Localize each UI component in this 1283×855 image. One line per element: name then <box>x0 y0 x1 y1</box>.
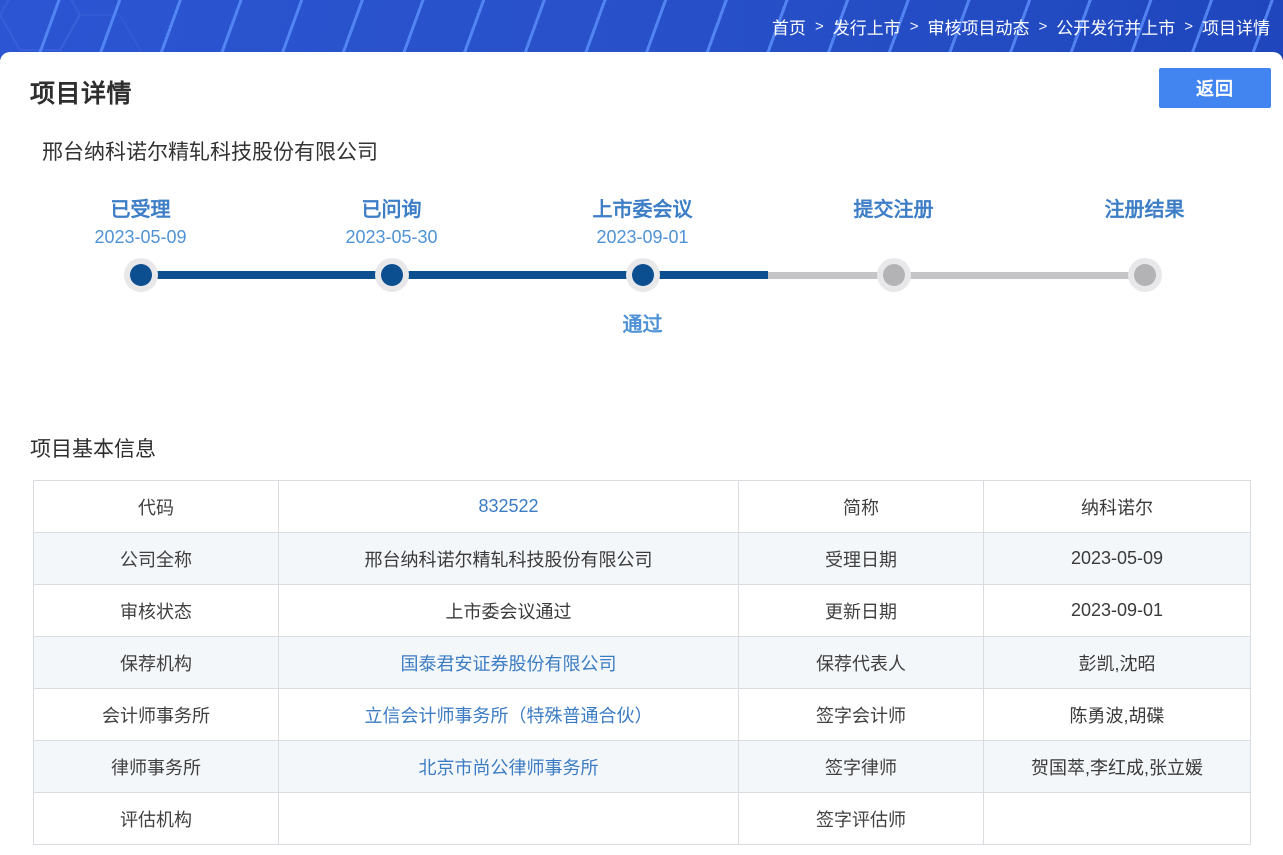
step-node <box>1019 258 1270 292</box>
timeline-segment <box>1145 271 1271 279</box>
timeline-segment <box>266 271 392 279</box>
back-button[interactable]: 返回 <box>1159 68 1271 108</box>
field-label: 保荐机构 <box>33 636 279 689</box>
field-label: 签字律师 <box>738 740 984 793</box>
timeline-step-registration-result: 注册结果 <box>1019 196 1270 337</box>
table-row: 审核状态 上市委会议通过 更新日期 2023-09-01 <box>33 584 1251 637</box>
field-value <box>278 792 739 845</box>
section-title-basic-info: 项目基本信息 <box>30 438 156 461</box>
field-value: 邢台纳科诺尔精轧科技股份有限公司 <box>278 532 739 585</box>
breadcrumb-separator: > <box>909 17 919 35</box>
top-banner: 首页 > 发行上市 > 审核项目动态 > 公开发行并上市 > 项目详情 <box>0 0 1283 60</box>
code-link[interactable]: 832522 <box>478 496 539 516</box>
field-label: 代码 <box>33 480 279 533</box>
accounting-firm-link[interactable]: 立信会计师事务所（特殊普通合伙） <box>364 705 653 726</box>
timeline-segment <box>517 271 643 279</box>
step-note <box>1019 308 1270 336</box>
step-node <box>15 258 266 292</box>
field-value: 纳科诺尔 <box>983 480 1251 533</box>
timeline-step-accepted: 已受理 2023-05-09 <box>15 196 266 337</box>
field-label: 更新日期 <box>738 584 984 637</box>
timeline-segment <box>642 271 768 279</box>
breadcrumb-item-project-details: 项目详情 <box>1202 18 1270 38</box>
breadcrumb: 首页 > 发行上市 > 审核项目动态 > 公开发行并上市 > 项目详情 <box>772 0 1270 52</box>
field-value: 2023-05-09 <box>983 532 1251 585</box>
field-label: 签字会计师 <box>738 688 984 741</box>
table-row: 会计师事务所 立信会计师事务所（特殊普通合伙） 签字会计师 陈勇波,胡碟 <box>33 688 1251 741</box>
field-value: 陈勇波,胡碟 <box>983 688 1251 741</box>
step-node <box>517 258 768 292</box>
field-label: 律师事务所 <box>33 740 279 793</box>
step-label: 提交注册 <box>853 199 934 221</box>
step-note <box>266 308 517 336</box>
step-label: 已受理 <box>110 199 171 221</box>
timeline-step-inquired: 已问询 2023-05-30 <box>266 196 517 337</box>
field-label: 会计师事务所 <box>33 688 279 741</box>
field-label: 简称 <box>738 480 984 533</box>
law-firm-link[interactable]: 北京市尚公律师事务所 <box>418 757 599 778</box>
page-title: 项目详情 <box>30 80 133 108</box>
step-node <box>266 258 517 292</box>
breadcrumb-separator: > <box>1038 17 1048 35</box>
step-date: 2023-05-30 <box>345 227 438 247</box>
timeline-step-listing-committee: 上市委会议 2023-09-01 通过 <box>517 196 768 337</box>
breadcrumb-item-issuance-listing[interactable]: 发行上市 <box>832 18 901 38</box>
field-value: 2023-09-01 <box>983 584 1251 637</box>
field-label: 受理日期 <box>738 532 984 585</box>
field-label: 公司全称 <box>33 532 279 585</box>
timeline-step-registration-submitted: 提交注册 <box>768 196 1019 337</box>
main-content-card: 项目详情 返回 邢台纳科诺尔精轧科技股份有限公司 已受理 2023-05-09 … <box>0 52 1283 855</box>
step-dot-icon <box>631 264 654 286</box>
field-label: 评估机构 <box>33 792 279 845</box>
hexagon-pattern-decoration <box>0 0 142 60</box>
field-value: 贺国萃,李红成,张立媛 <box>983 740 1251 793</box>
review-timeline: 已受理 2023-05-09 已问询 2023-05-30 上市委会议 2023… <box>15 196 1270 337</box>
company-name: 邢台纳科诺尔精轧科技股份有限公司 <box>42 141 378 164</box>
timeline-segment <box>140 271 266 279</box>
timeline-segment <box>1019 272 1145 279</box>
field-value: 上市委会议通过 <box>278 584 739 637</box>
step-note <box>768 308 1019 336</box>
step-date: 2023-09-01 <box>596 227 689 247</box>
field-value: 彭凯,沈昭 <box>983 636 1251 689</box>
basic-info-table: 代码 832522 简称 纳科诺尔 公司全称 邢台纳科诺尔精轧科技股份有限公司 … <box>33 480 1251 845</box>
breadcrumb-item-home[interactable]: 首页 <box>771 18 806 38</box>
table-row: 评估机构 签字评估师 <box>33 792 1251 845</box>
breadcrumb-separator: > <box>814 17 824 35</box>
step-date <box>1019 224 1270 250</box>
breadcrumb-item-review-project-updates[interactable]: 审核项目动态 <box>927 18 1030 38</box>
field-label: 审核状态 <box>33 584 279 637</box>
sponsor-link[interactable]: 国泰君安证券股份有限公司 <box>400 653 617 674</box>
step-dot-icon <box>882 264 905 286</box>
timeline-segment <box>893 272 1019 279</box>
step-note <box>15 308 266 336</box>
breadcrumb-separator: > <box>1184 17 1193 35</box>
step-dot-icon <box>129 264 152 286</box>
field-label: 保荐代表人 <box>738 636 984 689</box>
step-date <box>768 224 1019 250</box>
breadcrumb-item-public-offering-listing[interactable]: 公开发行并上市 <box>1056 18 1176 38</box>
timeline-segment <box>768 272 894 279</box>
timeline-segment <box>391 271 517 279</box>
timeline-segment <box>15 271 141 279</box>
step-label: 上市委会议 <box>592 199 693 221</box>
step-label: 注册结果 <box>1104 199 1185 221</box>
table-row: 保荐机构 国泰君安证券股份有限公司 保荐代表人 彭凯,沈昭 <box>33 636 1251 689</box>
step-note-passed: 通过 <box>622 314 663 336</box>
table-row: 律师事务所 北京市尚公律师事务所 签字律师 贺国萃,李红成,张立媛 <box>33 740 1251 793</box>
page-header: 项目详情 返回 <box>0 52 1283 110</box>
table-row: 公司全称 邢台纳科诺尔精轧科技股份有限公司 受理日期 2023-05-09 <box>33 532 1251 585</box>
step-date: 2023-05-09 <box>94 227 187 247</box>
step-node <box>768 258 1019 292</box>
field-label: 签字评估师 <box>738 792 984 845</box>
step-dot-icon <box>1133 264 1156 286</box>
field-value <box>983 792 1251 845</box>
step-dot-icon <box>380 264 403 286</box>
table-row: 代码 832522 简称 纳科诺尔 <box>33 480 1251 533</box>
step-label: 已问询 <box>361 199 422 221</box>
